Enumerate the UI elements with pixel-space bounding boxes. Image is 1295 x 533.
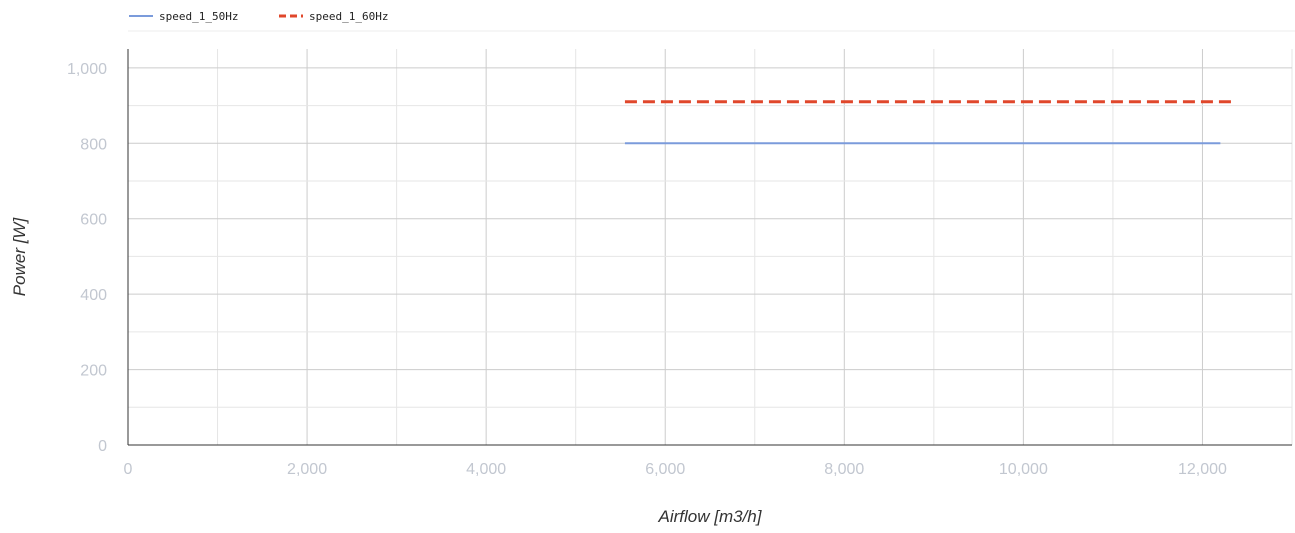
x-tick-label: 6,000 (645, 461, 685, 478)
x-tick-label: 8,000 (824, 461, 864, 478)
y-tick-label: 1,000 (67, 61, 107, 78)
legend: speed_1_50Hz speed_1_60Hz (129, 10, 388, 23)
x-tick-label: 0 (124, 461, 133, 478)
y-axis-title: Power [W] (10, 217, 29, 297)
y-tick-label: 200 (80, 363, 107, 380)
y-tick-label: 0 (98, 438, 107, 455)
series-lines (624, 100, 1234, 145)
y-tick-label: 800 (80, 136, 107, 153)
grid (128, 49, 1293, 445)
y-tick-label: 600 (80, 212, 107, 229)
legend-label: speed_1_60Hz (309, 10, 388, 23)
x-tick-label: 10,000 (999, 461, 1048, 478)
legend-label: speed_1_50Hz (159, 10, 238, 23)
x-axis-title: Airflow [m3/h] (658, 507, 763, 526)
x-tick-label: 2,000 (287, 461, 327, 478)
x-tick-label: 4,000 (466, 461, 506, 478)
tick-labels: 0 2,000 4,000 6,000 8,000 10,000 12,000 0 200 400… (67, 61, 1227, 478)
axes (127, 49, 1292, 446)
x-tick-label: 12,000 (1178, 461, 1227, 478)
y-tick-label: 400 (80, 287, 107, 304)
